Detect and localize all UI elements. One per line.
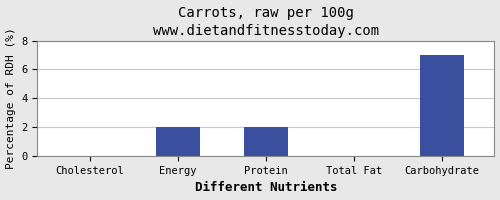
Title: Carrots, raw per 100g
www.dietandfitnesstoday.com: Carrots, raw per 100g www.dietandfitness… [152, 6, 379, 38]
Y-axis label: Percentage of RDH (%): Percentage of RDH (%) [6, 27, 16, 169]
X-axis label: Different Nutrients: Different Nutrients [194, 181, 337, 194]
Bar [420, 55, 464, 156]
Bar [156, 127, 200, 156]
Bar [244, 127, 288, 156]
